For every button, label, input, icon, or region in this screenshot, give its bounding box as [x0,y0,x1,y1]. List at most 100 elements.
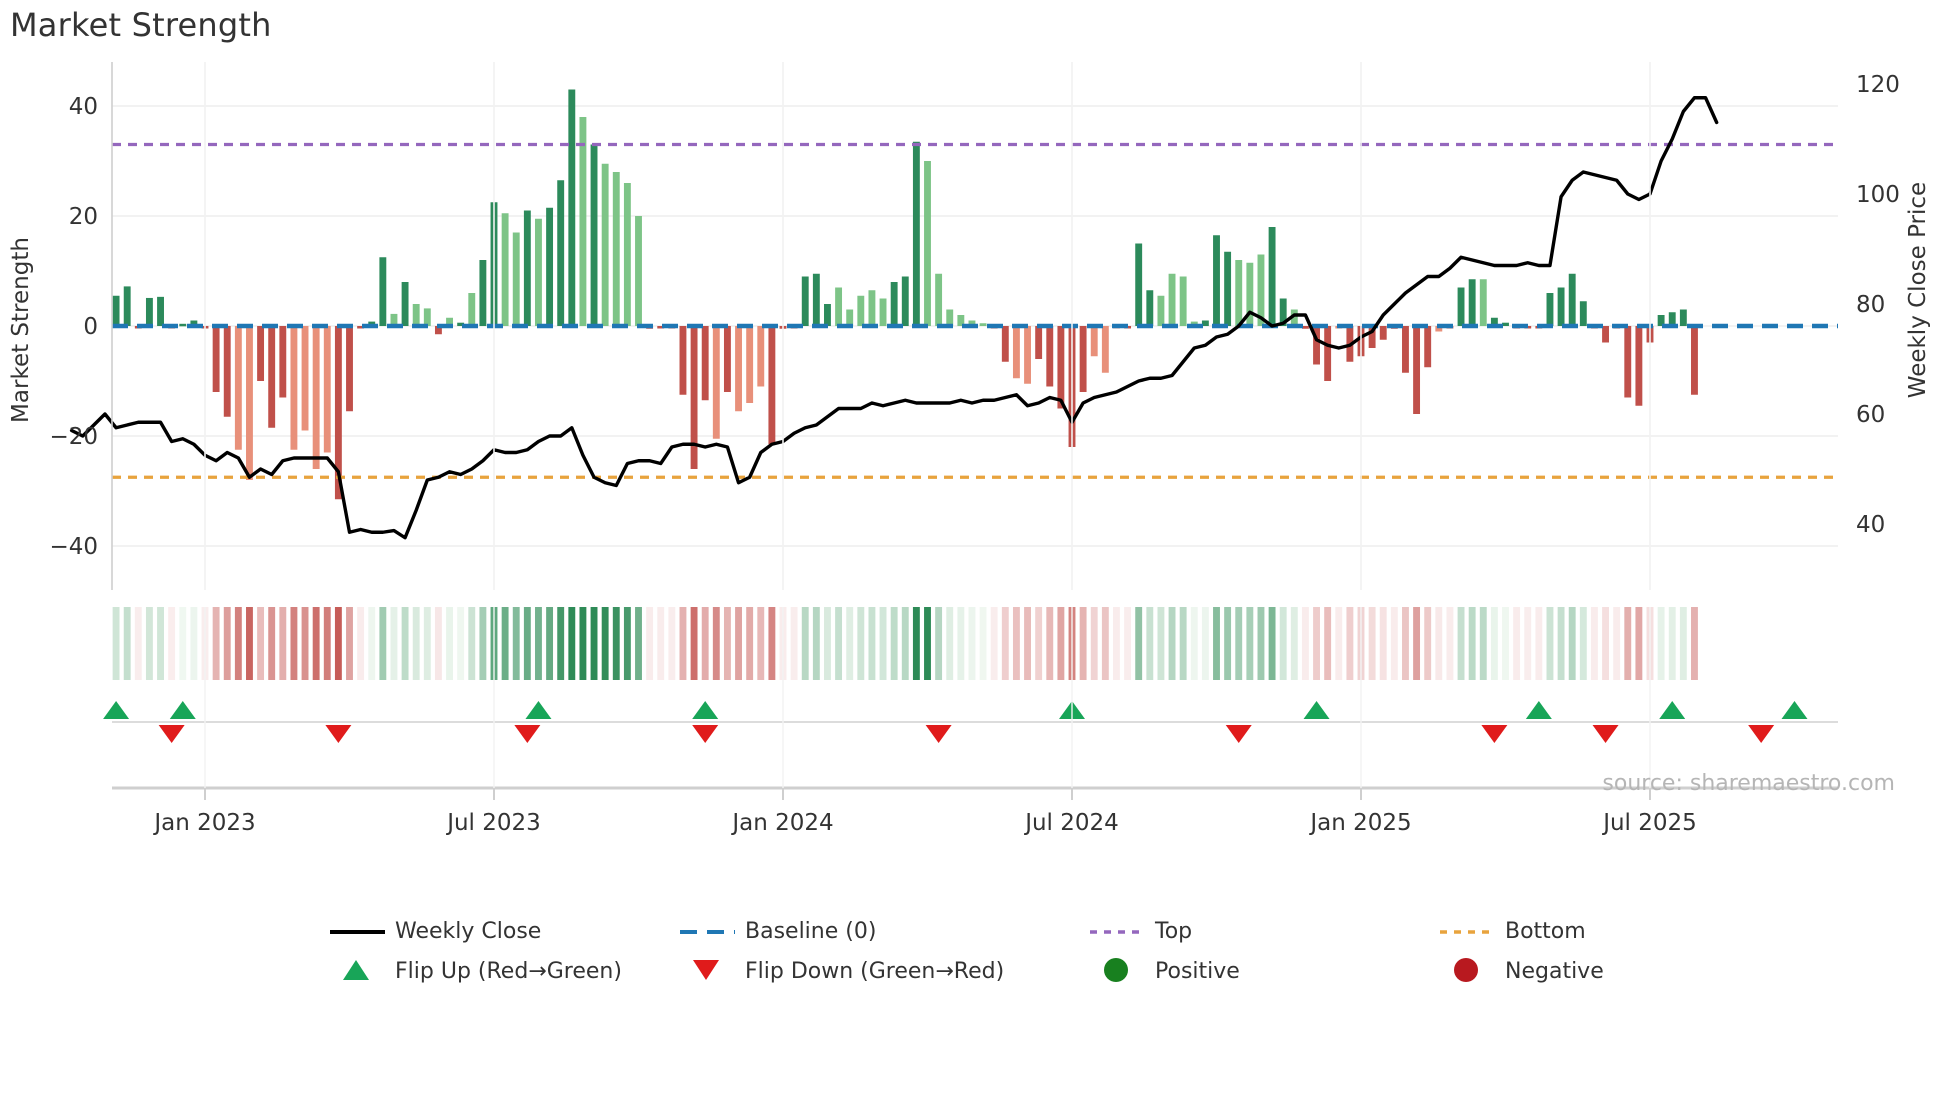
heatmap-cell [701,607,709,680]
legend-item[interactable]: Weekly Close [330,919,541,944]
strength-bar [1201,320,1209,326]
flip-up-marker [103,701,130,719]
heatmap-cell [279,607,287,680]
legend-item[interactable]: Baseline (0) [680,919,876,944]
heatmap-cell [657,607,665,680]
strength-bar [1546,293,1554,326]
legend-label: Flip Up (Red→Green) [395,959,622,984]
strength-bar [1602,326,1609,343]
strength-bar [1579,301,1587,326]
page-title: Market Strength [10,6,272,44]
strength-bar [746,326,754,403]
strength-bar [1035,326,1043,359]
y-axis-right-tick: 80 [1856,292,1885,318]
strength-bar [701,326,709,401]
heatmap-cell [635,607,642,680]
heatmap-cell [434,607,442,680]
legend-item[interactable]: Flip Up (Red→Green) [343,959,622,984]
strength-bar [1457,287,1465,326]
heatmap-cell [835,607,843,680]
strength-bar [457,322,465,326]
strength-bar [1235,260,1243,326]
heatmap-cell [1201,607,1209,680]
strength-bar [1101,326,1109,373]
heatmap-cell [901,607,909,680]
heatmap-cell [546,607,554,680]
heatmap-cell [590,607,598,680]
heatmap-cell [1168,607,1176,680]
strength-bar [1413,326,1421,414]
axes: 40 20 0 −20 −40 120 100 80 60 40 Jan 2023 Jul 2023 J… [49,62,1900,836]
strength-bar [1279,298,1287,326]
heatmap-cell [479,607,487,680]
heatmap-cell [1224,607,1232,680]
heatmap-cell [535,607,542,680]
strength-bar [590,144,598,326]
strength-bar [290,326,298,450]
heatmap-cell [312,607,320,680]
y-axis-right-tick: 40 [1856,512,1885,538]
legend-item[interactable]: Positive [1104,958,1240,984]
legend-item[interactable]: Bottom [1440,919,1586,944]
x-axis-tick: Jul 2023 [445,810,541,836]
heatmap-cell [1413,607,1421,680]
heatmap-cell [1535,607,1543,680]
flip-down-marker [1592,725,1619,743]
strength-bar [323,326,331,453]
legend-item[interactable]: Negative [1454,958,1604,984]
heatmap-cell [1368,607,1376,680]
strength-bar [623,183,631,326]
strength-bar [123,286,131,326]
strength-bar [412,304,420,326]
flip-down-marker [1225,725,1252,743]
legend-item[interactable]: Flip Down (Green→Red) [693,959,1004,984]
strength-bar [279,326,287,398]
heatmap-cell [1424,607,1432,680]
heatmap-cell [646,607,654,680]
heatmap-cell [601,607,609,680]
strength-bar [979,323,987,326]
strength-bar [1024,326,1031,384]
strength-bar [1502,322,1509,326]
heatmap-cell [1479,607,1487,680]
heatmap-cell [790,607,798,680]
heatmap-cell [912,607,920,680]
heatmap-cell [1402,607,1409,680]
strength-bar [690,326,698,469]
strength-bar [1090,326,1098,357]
x-axis-tick: Jan 2024 [730,810,833,836]
source-attribution: source: sharemaestro.com [1602,771,1895,796]
strength-bar [801,276,809,326]
strength-bar [868,290,876,326]
y-axis-left-tick: −40 [49,534,98,560]
strength-bar [924,161,931,326]
legend-item[interactable]: Top [1090,919,1192,944]
strength-bar [257,326,265,381]
strength-bar [846,309,854,326]
strength-bar [1213,235,1220,326]
legend-swatch-triangle-up-icon [343,960,369,980]
heatmap-cell [1590,607,1598,680]
strength-bar [434,326,442,335]
heatmap-cell [1246,607,1254,680]
heatmap-cell [157,607,164,680]
strength-bar [1057,326,1065,409]
heatmap-cell [1502,607,1509,680]
strength-bar [223,326,231,417]
heatmap-cell [390,607,398,680]
heatmap-cell [1079,607,1087,680]
heatmap-cell [1113,607,1120,680]
strength-bar [1224,251,1232,326]
strength-bar [379,257,387,326]
heatmap-cell [1691,607,1698,680]
strength-bar [546,207,554,326]
strength-bar [1157,295,1165,326]
strength-bar [1679,309,1687,326]
heatmap-cell [1301,607,1309,680]
heatmap-cell [1057,607,1065,680]
heatmap-cell [990,607,998,680]
strength-bar [679,326,687,395]
y-axis-left-tick: −20 [49,424,98,450]
reference-lines [112,142,1838,479]
flip-up-marker [1659,701,1686,719]
